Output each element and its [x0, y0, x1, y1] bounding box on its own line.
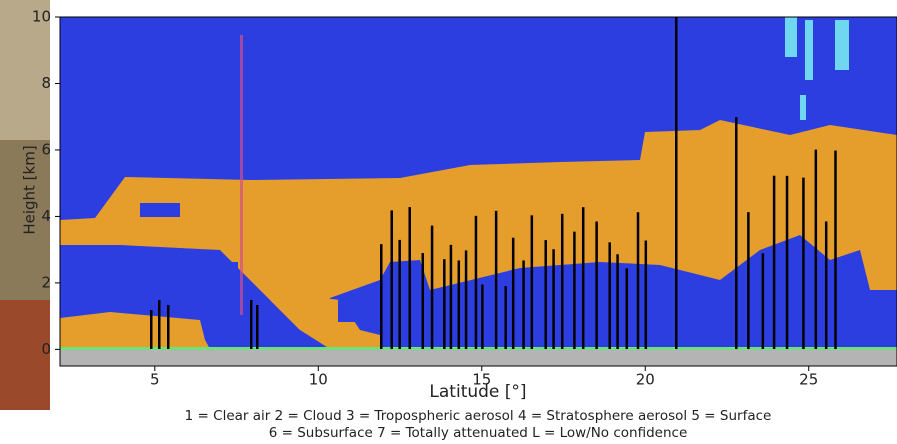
gap — [210, 262, 238, 280]
column — [772, 175, 776, 349]
column — [761, 253, 765, 349]
column — [735, 117, 738, 349]
column — [644, 240, 648, 349]
y-tick-label: 8 — [41, 74, 51, 92]
surface — [60, 349, 897, 366]
column — [504, 286, 507, 349]
cloud — [835, 20, 849, 70]
column — [511, 237, 515, 349]
column — [581, 207, 585, 349]
column — [449, 244, 453, 349]
column — [398, 239, 401, 349]
aerosol-layer — [60, 120, 897, 330]
column — [167, 305, 170, 349]
column — [481, 284, 484, 349]
stripe — [240, 35, 243, 315]
column — [256, 305, 259, 349]
x-tick-label: 5 — [150, 371, 160, 389]
attenuated-columns — [150, 17, 849, 349]
column — [390, 210, 393, 349]
column — [834, 150, 837, 349]
column — [824, 221, 828, 349]
y-tick-label: 10 — [32, 8, 51, 26]
y-axis-label: Height [km] — [21, 145, 39, 234]
column — [608, 242, 611, 349]
classification-field — [60, 17, 897, 366]
column — [747, 212, 750, 349]
column — [785, 175, 789, 349]
cloud — [785, 17, 797, 57]
aerosol-layer — [270, 295, 380, 349]
column — [443, 259, 446, 349]
column — [530, 215, 534, 349]
x-tick-label: 25 — [799, 371, 818, 389]
gap — [338, 300, 360, 322]
y-tick-label: 0 — [41, 340, 51, 358]
column — [430, 225, 434, 349]
column — [421, 253, 425, 349]
column — [802, 177, 805, 349]
plot-frame — [59, 16, 897, 367]
column — [464, 250, 468, 349]
y-tick-label: 2 — [41, 273, 51, 291]
legend-line: 1 = Clear air 2 = Cloud 3 = Tropospheric… — [185, 408, 772, 424]
gap — [140, 203, 180, 217]
x-tick-label: 10 — [309, 371, 328, 389]
column — [150, 310, 153, 349]
cloud — [805, 20, 813, 80]
column — [158, 300, 161, 349]
cloud — [800, 95, 806, 120]
column — [474, 215, 478, 349]
x-tick-label: 20 — [636, 371, 655, 389]
column — [675, 17, 678, 349]
column — [522, 260, 525, 349]
legend-line: 6 = Subsurface 7 = Totally attenuated L … — [269, 425, 688, 441]
column — [636, 212, 640, 349]
column — [616, 254, 619, 349]
surface-line — [60, 347, 897, 350]
column — [250, 300, 253, 349]
column — [494, 210, 498, 349]
column — [595, 221, 598, 349]
side-image-part — [0, 300, 50, 410]
column — [625, 268, 629, 349]
aerosol-layer — [60, 312, 210, 349]
side-image-part — [0, 0, 50, 140]
y-tick-label: 4 — [41, 207, 51, 225]
column — [560, 213, 564, 349]
x-tick-label: 15 — [472, 371, 491, 389]
column — [552, 249, 555, 349]
column — [814, 149, 818, 349]
column — [408, 207, 411, 349]
column — [457, 260, 461, 349]
column — [380, 244, 383, 349]
column — [573, 231, 576, 349]
x-axis-label: Latitude [°] — [429, 382, 526, 402]
y-tick-label: 6 — [41, 140, 51, 158]
column — [544, 240, 547, 349]
